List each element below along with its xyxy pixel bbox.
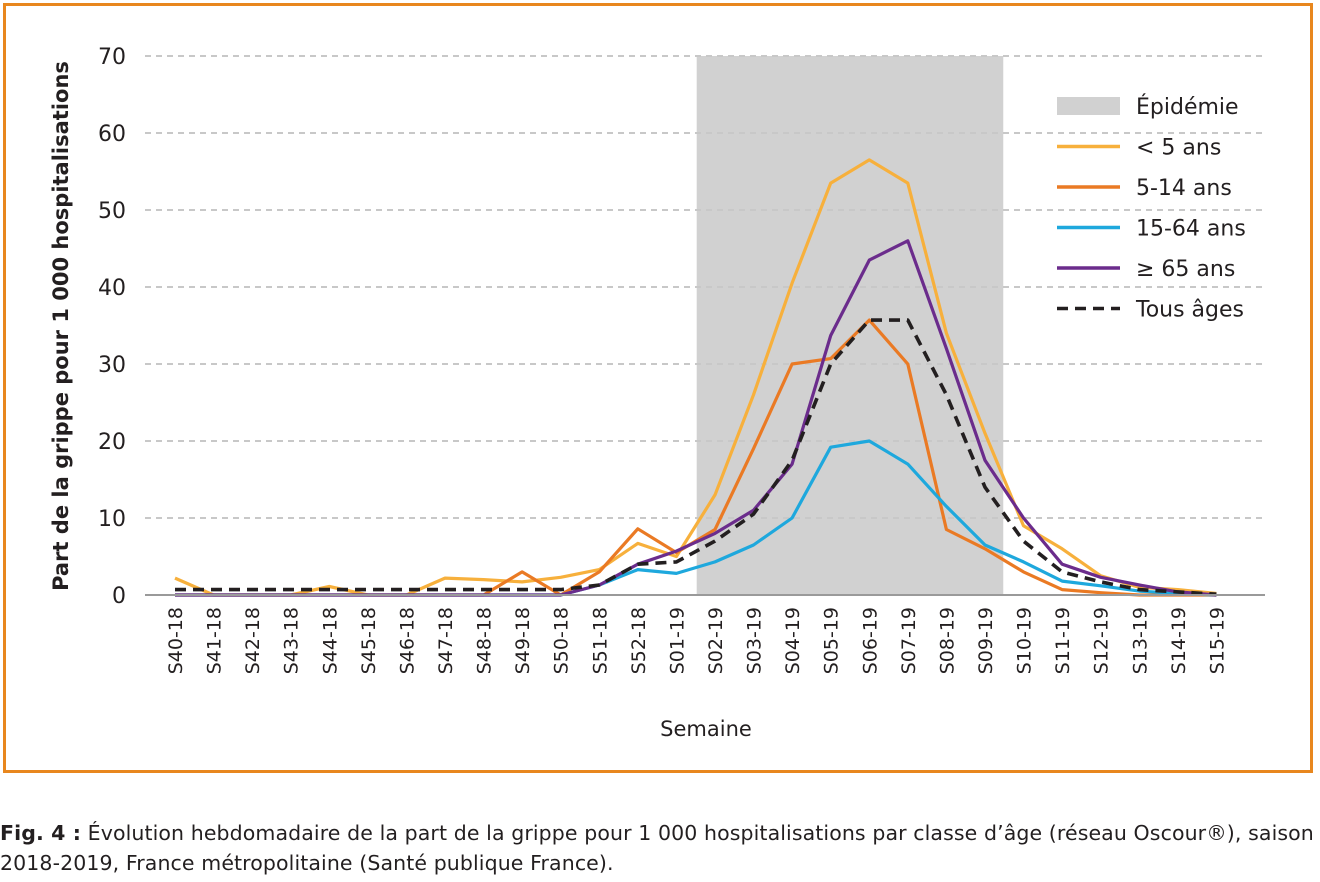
x-tick-label: S42-18 — [242, 607, 264, 674]
series-line-65-ans — [175, 239, 1217, 597]
x-tick-label: S51-18 — [589, 607, 611, 674]
x-tick-label: S45-18 — [358, 607, 380, 674]
y-axis-label: Part de la grippe pour 1 000 hospitalisa… — [49, 61, 73, 591]
legend-swatch-band — [1057, 97, 1120, 115]
series-line-tous-ges — [175, 318, 1217, 596]
legend-label: < 5 ans — [1136, 136, 1221, 161]
x-tick-label: S13-19 — [1129, 607, 1151, 674]
x-tick-label: S14-19 — [1168, 607, 1190, 674]
x-tick-label: S06-19 — [859, 607, 881, 674]
y-tick-label: 50 — [98, 199, 126, 224]
y-tick-label: 70 — [98, 45, 126, 70]
caption-label: Fig. 4 : — [0, 821, 82, 845]
x-axis-label: Semaine — [660, 717, 752, 741]
x-tick-label: S46-18 — [396, 607, 418, 674]
x-tick-label: S09-19 — [975, 607, 997, 674]
x-tick-label: S11-19 — [1052, 607, 1074, 674]
legend: Épidémie < 5 ans 5-14 ans 15-64 ans ≥ 65 ans… — [1057, 94, 1246, 323]
series-line-5-ans — [174, 158, 1217, 597]
x-tick-label: S12-19 — [1091, 607, 1113, 674]
y-tick-label: 10 — [98, 507, 126, 532]
x-tick-label: S01-19 — [666, 607, 688, 674]
x-tick-label: S49-18 — [512, 607, 534, 674]
x-tick-label: S50-18 — [551, 607, 573, 674]
legend-label: 15-64 ans — [1136, 217, 1246, 242]
x-tick-label: S43-18 — [281, 607, 303, 674]
figure-caption: Fig. 4 : Évolution hebdomadaire de la pa… — [0, 818, 1318, 878]
x-tick-label: S05-19 — [821, 607, 843, 674]
chart-frame — [3, 3, 1313, 773]
x-tick-label: S02-19 — [705, 607, 727, 674]
x-tick-label: S07-19 — [898, 607, 920, 674]
x-tick-label: S10-19 — [1014, 607, 1036, 674]
x-tick-label: S52-18 — [628, 607, 650, 674]
legend-label: 5-14 ans — [1136, 176, 1232, 201]
legend-label: ≥ 65 ans — [1136, 257, 1235, 282]
y-tick-label: 0 — [112, 584, 126, 609]
line-chart: 0 10 20 30 40 50 60 70 S40-18 S41-18 S42-18 S43-18… — [49, 45, 1265, 741]
x-tick-label: S15-19 — [1206, 607, 1228, 674]
x-tick-label: S44-18 — [319, 607, 341, 674]
y-tick-label: 20 — [98, 430, 126, 455]
epidemic-period-band — [696, 56, 1004, 595]
x-tick-label: S41-18 — [204, 607, 226, 674]
x-tick-label: S40-18 — [165, 607, 187, 674]
series-line-5-14-ans — [175, 318, 1217, 597]
x-tick-label: S47-18 — [435, 607, 457, 674]
x-tick-label: S03-19 — [744, 607, 766, 674]
x-tick-label: S04-19 — [782, 607, 804, 674]
legend-label: Tous âges — [1135, 298, 1244, 323]
legend-label: Épidémie — [1136, 94, 1239, 120]
y-tick-label: 60 — [98, 122, 126, 147]
x-tick-label: S08-19 — [936, 607, 958, 674]
caption-text: Évolution hebdomadaire de la part de la … — [0, 821, 1314, 875]
y-tick-label: 40 — [98, 276, 126, 301]
x-tick-label: S48-18 — [474, 607, 496, 674]
y-tick-label: 30 — [98, 353, 126, 378]
